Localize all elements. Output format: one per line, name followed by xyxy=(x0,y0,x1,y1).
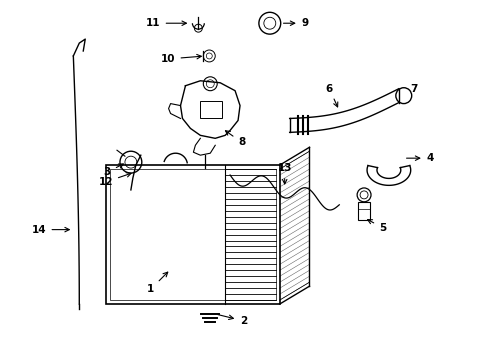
Text: 14: 14 xyxy=(32,225,69,235)
Text: 2: 2 xyxy=(218,315,247,326)
Text: 9: 9 xyxy=(284,18,309,28)
Text: 3: 3 xyxy=(104,164,123,177)
Text: 13: 13 xyxy=(277,163,292,184)
Text: 1: 1 xyxy=(147,272,168,294)
Text: 10: 10 xyxy=(161,54,201,64)
Text: 4: 4 xyxy=(407,153,434,163)
Bar xyxy=(106,165,280,304)
Text: 6: 6 xyxy=(326,84,338,107)
Bar xyxy=(358,202,370,220)
Text: 8: 8 xyxy=(225,131,245,147)
Text: 11: 11 xyxy=(146,18,186,28)
Text: 5: 5 xyxy=(368,220,386,233)
Bar xyxy=(200,100,222,118)
Bar xyxy=(110,169,276,300)
Text: 12: 12 xyxy=(98,173,131,187)
Text: 7: 7 xyxy=(410,84,417,94)
